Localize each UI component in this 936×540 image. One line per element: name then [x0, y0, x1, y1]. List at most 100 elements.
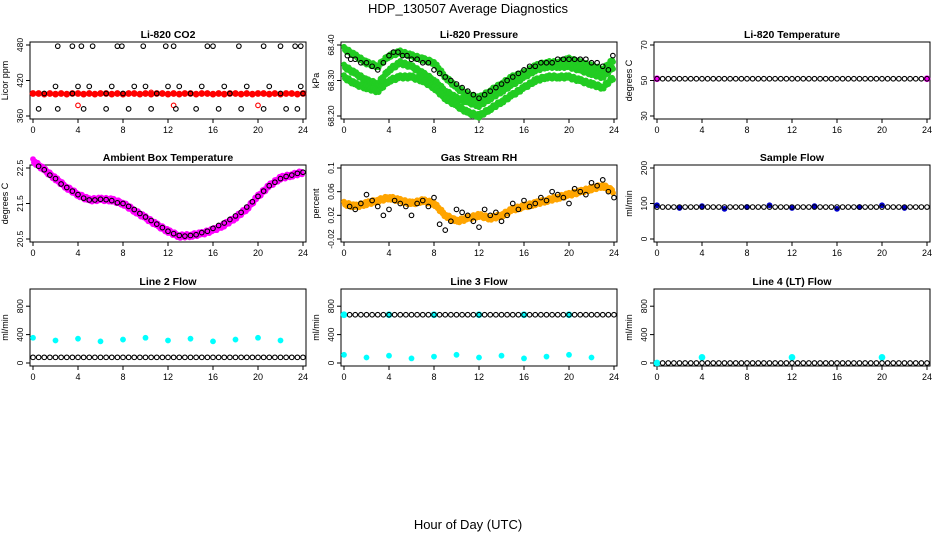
y-tick-label: 68.30 [326, 70, 336, 92]
x-tick-label: 24 [922, 248, 932, 258]
data-point [566, 56, 572, 63]
data-point [605, 66, 612, 73]
data-point [108, 83, 115, 90]
x-tick-label: 12 [787, 248, 797, 258]
data-point [834, 204, 840, 210]
data-point [659, 360, 666, 366]
data-point [884, 360, 891, 366]
x-tick-label: 20 [564, 248, 574, 258]
data-point [543, 353, 550, 360]
data-point [227, 90, 233, 97]
data-point [716, 204, 722, 210]
data-point [560, 194, 567, 201]
data-point [86, 83, 93, 90]
data-point [811, 204, 818, 210]
data-point [204, 43, 211, 50]
series-1 [30, 156, 305, 241]
x-tick-label: 16 [832, 125, 842, 135]
data-point [165, 228, 171, 235]
data-point [176, 83, 183, 90]
data-point [69, 90, 76, 97]
data-point [277, 337, 284, 344]
data-point [35, 106, 42, 112]
data-point [238, 209, 244, 216]
data-point [340, 311, 348, 319]
data-point [41, 354, 48, 361]
data-point [704, 204, 711, 210]
panel-9: Line 4 (LT) Flow ml/min 0 4 8 12 16 20 24 0 400 800 [624, 276, 932, 382]
data-point [58, 181, 64, 187]
data-point [288, 172, 295, 178]
x-tick-label: 8 [744, 125, 749, 135]
data-point [238, 106, 244, 112]
x-tick-label: 8 [744, 248, 749, 258]
data-point [358, 311, 364, 318]
data-point [878, 353, 886, 361]
data-point [521, 355, 527, 362]
data-point [131, 206, 138, 213]
data-point [487, 212, 494, 219]
data-point [653, 359, 661, 367]
data-point [41, 166, 48, 173]
data-point [817, 75, 823, 82]
data-point [521, 66, 527, 73]
x-tick-label: 8 [120, 125, 125, 135]
data-point [237, 90, 245, 98]
data-point [755, 75, 762, 82]
x-tick-label: 4 [386, 372, 391, 382]
data-point [374, 203, 381, 210]
y-tick-label: 68.40 [326, 34, 336, 56]
data-point [509, 311, 516, 318]
y-tick-label: 400 [15, 327, 25, 341]
data-point [521, 197, 527, 204]
data-point [63, 184, 70, 191]
data-point [41, 90, 48, 97]
data-point [459, 209, 465, 216]
x-tick-label: 16 [832, 248, 842, 258]
series-4 [52, 83, 304, 90]
data-point [710, 360, 717, 366]
data-point [103, 106, 109, 112]
series-1 [341, 351, 595, 362]
panel-title: Li-820 CO2 [141, 29, 196, 41]
data-point [777, 204, 784, 210]
y-tick-label: 0 [326, 360, 336, 365]
data-point [918, 360, 925, 366]
data-point [277, 175, 284, 182]
panel-4: Ambient Box Temperature degrees C 0 4 8 12 16 2… [0, 152, 308, 258]
data-point [173, 106, 179, 112]
data-point [97, 354, 104, 361]
data-point [221, 83, 228, 90]
data-point [761, 360, 767, 366]
data-point [108, 354, 115, 361]
y-tick-label: 800 [326, 299, 336, 313]
data-point [800, 204, 807, 210]
data-point [693, 75, 700, 82]
data-point [588, 311, 595, 318]
data-point [198, 354, 205, 361]
x-tick-label: 4 [699, 248, 704, 258]
data-point [699, 360, 705, 366]
data-point [845, 204, 852, 210]
data-point [341, 351, 347, 358]
panel-7: Line 2 Flow ml/min 0 4 8 12 16 20 24 0 400 800 [0, 276, 308, 382]
data-point [408, 311, 415, 318]
data-point [238, 354, 244, 361]
data-point [352, 206, 359, 213]
data-point [255, 102, 261, 109]
data-point [408, 355, 415, 362]
data-point [254, 90, 262, 97]
series-2 [30, 354, 306, 361]
data-point [249, 198, 256, 205]
y-tick-label: 480 [15, 38, 25, 52]
y-tick-label: 68.20 [326, 105, 336, 127]
data-point [453, 206, 460, 213]
data-point [35, 354, 42, 361]
x-tick-label: 4 [699, 125, 704, 135]
data-point [162, 43, 169, 50]
x-tick-label: 24 [922, 125, 932, 135]
series-3 [341, 72, 616, 121]
data-point [732, 204, 739, 210]
series-1 [654, 202, 908, 212]
data-point [182, 233, 188, 240]
